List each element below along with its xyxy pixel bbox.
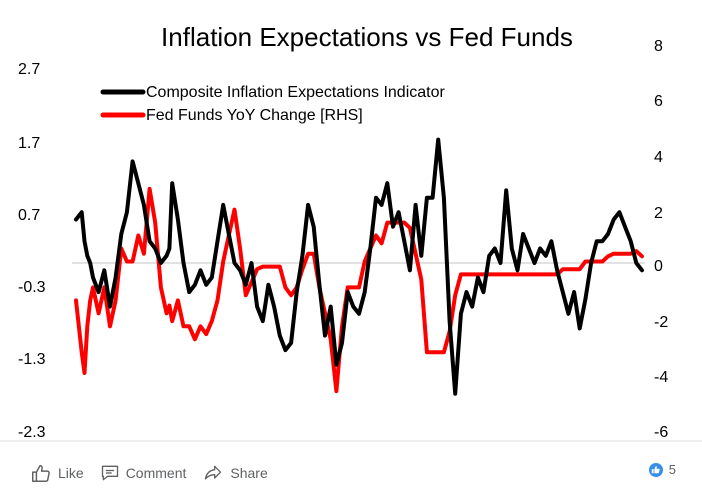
blue-thumb-badge-icon [648,462,663,477]
series-group [74,137,644,396]
left-tick-label: -1.3 [18,351,46,368]
social-action-bar: Like Comment Share 5 [0,450,702,496]
left-tick-label: -2.3 [18,424,46,441]
left-axis: 2.7 1.7 0.7 -0.3 -1.3 -2.3 [18,61,46,441]
share-icon [202,463,224,483]
right-tick-label: -4 [654,369,668,386]
chart-title: Inflation Expectations vs Fed Funds [161,22,573,52]
reaction-summary[interactable]: 5 [648,462,676,477]
like-button[interactable]: Like [30,462,84,484]
right-tick-label: 6 [654,93,663,110]
reaction-count: 5 [668,462,676,477]
like-label: Like [58,465,84,481]
comment-button[interactable]: Comment [100,463,187,483]
right-axis: 8 6 4 2 0 -2 -4 -6 [654,38,668,441]
series-line-inflation-expectations [74,137,644,396]
right-tick-label: 4 [654,149,663,166]
share-label: Share [230,465,268,481]
legend-label: Fed Funds YoY Change [RHS] [146,107,363,124]
right-tick-label: -2 [654,314,668,331]
left-tick-label: 2.7 [18,61,40,78]
right-tick-label: 2 [654,205,663,222]
left-tick-label: 0.7 [18,207,40,224]
left-tick-label: 1.7 [18,135,40,152]
series-line-fed-funds [74,186,644,394]
chart: Inflation Expectations vs Fed Funds 2.7 … [0,22,702,442]
left-tick-label: -0.3 [18,279,46,296]
legend-label: Composite Inflation Expectations Indicat… [146,84,446,101]
legend: Composite Inflation Expectations Indicat… [100,84,446,124]
comment-icon [100,463,120,483]
right-tick-label: 8 [654,38,663,55]
comment-label: Comment [125,465,187,481]
share-button[interactable]: Share [202,463,268,483]
right-tick-label: -6 [654,424,668,441]
like-icon [30,462,52,484]
right-tick-label: 0 [654,258,663,275]
